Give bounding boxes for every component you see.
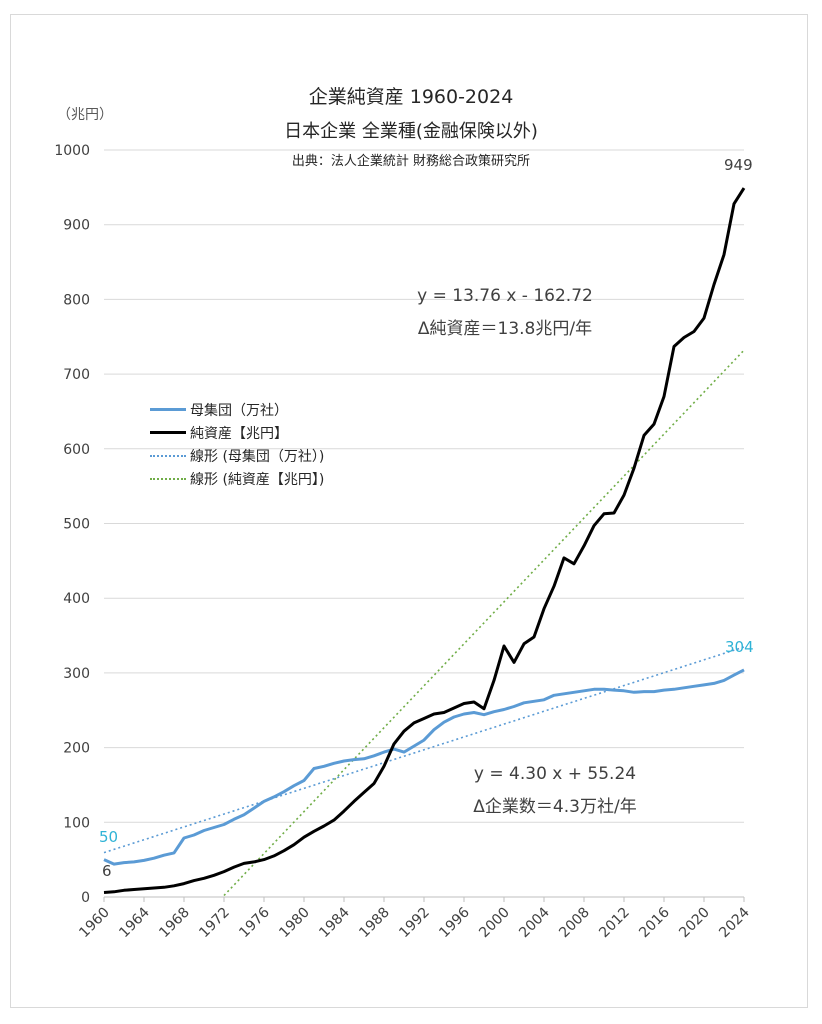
- x-tick-label: 1972: [196, 905, 233, 942]
- x-tick-label: 1980: [276, 905, 313, 942]
- chart-frame: [10, 14, 808, 1008]
- legend-label-net-assets-trend: 線形 (純資産【兆円】): [190, 471, 325, 488]
- net-assets-growth-rate: Δ純資産＝13.8兆円/年: [417, 319, 593, 339]
- x-tick-label: 2008: [556, 905, 593, 942]
- x-tick-label: 1996: [436, 904, 473, 941]
- y-axis-unit: （兆円）: [57, 107, 113, 123]
- y-tick-label: 300: [63, 666, 90, 682]
- x-tick-label: 1968: [156, 905, 193, 942]
- y-tick-label: 100: [63, 815, 90, 831]
- legend-item-net-assets-trend: 線形 (純資産【兆円】): [150, 467, 324, 490]
- x-tick-label: 2024: [716, 904, 753, 941]
- legend-label-population-trend: 線形 (母集団（万社）): [190, 448, 325, 465]
- x-tick-label: 1976: [236, 904, 273, 941]
- net-assets-start-label: 6: [102, 862, 112, 880]
- population-regression-equation: y = 4.30 x + 55.24: [473, 764, 637, 784]
- x-tick-label: 1960: [76, 905, 113, 942]
- x-tick-label: 1992: [396, 905, 433, 942]
- y-tick-label: 400: [63, 591, 90, 607]
- chart-title: 企業純資産 1960-2024: [308, 86, 514, 108]
- x-tick-label: 2020: [676, 905, 713, 942]
- legend: 母集団（万社） 純資産【兆円】 線形 (母集団（万社）) 線形 (純資産【兆円】…: [150, 398, 324, 490]
- population-start-label: 50: [99, 828, 119, 846]
- y-tick-label: 900: [63, 218, 90, 234]
- population-trendline: [103, 646, 745, 854]
- legend-item-net-assets: 純資産【兆円】: [150, 421, 324, 444]
- legend-item-population: 母集団（万社）: [150, 398, 324, 421]
- net-assets-trendline: [223, 349, 745, 897]
- legend-swatch-population-trend: [150, 454, 186, 457]
- legend-label-population: 母集団（万社）: [190, 402, 288, 419]
- chart-subtitle: 日本企業 全業種(金融保険以外): [284, 121, 538, 142]
- y-tick-label: 600: [63, 442, 90, 458]
- chart-source: 出典：法人企業統計 財務総合政策研究所: [291, 154, 531, 169]
- x-tick-label: 1964: [116, 904, 153, 941]
- population-growth-rate: Δ企業数＝4.3万社/年: [473, 797, 637, 817]
- net-assets-line: [103, 187, 746, 894]
- y-tick-label: 500: [63, 517, 90, 533]
- legend-swatch-net-assets: [150, 431, 186, 434]
- x-tick-label: 2000: [476, 905, 513, 942]
- y-tick-label: 700: [63, 367, 90, 383]
- y-tick-label: 800: [63, 292, 90, 308]
- net-assets-regression-annotation: y = 13.76 x - 162.72 Δ純資産＝13.8兆円/年: [380, 286, 630, 339]
- y-tick-label: 200: [63, 741, 90, 757]
- net-assets-regression-equation: y = 13.76 x - 162.72: [417, 286, 593, 306]
- population-line: [103, 668, 745, 866]
- x-tick-label: 2012: [596, 905, 633, 942]
- population-end-label: 304: [725, 638, 754, 656]
- legend-swatch-population: [150, 408, 186, 411]
- x-tick-label: 1984: [316, 904, 353, 941]
- legend-swatch-net-assets-trend: [150, 477, 186, 480]
- x-tick-label: 2016: [636, 904, 673, 941]
- y-tick-label: 1000: [54, 143, 90, 159]
- net-assets-end-label: 949: [724, 156, 753, 174]
- y-tick-label: 0: [81, 890, 90, 906]
- x-tick-label: 1988: [356, 905, 393, 942]
- population-regression-annotation: y = 4.30 x + 55.24 Δ企業数＝4.3万社/年: [430, 764, 680, 817]
- x-tick-label: 2004: [516, 904, 553, 941]
- legend-label-net-assets: 純資産【兆円】: [190, 425, 288, 442]
- legend-item-population-trend: 線形 (母集団（万社）): [150, 444, 324, 467]
